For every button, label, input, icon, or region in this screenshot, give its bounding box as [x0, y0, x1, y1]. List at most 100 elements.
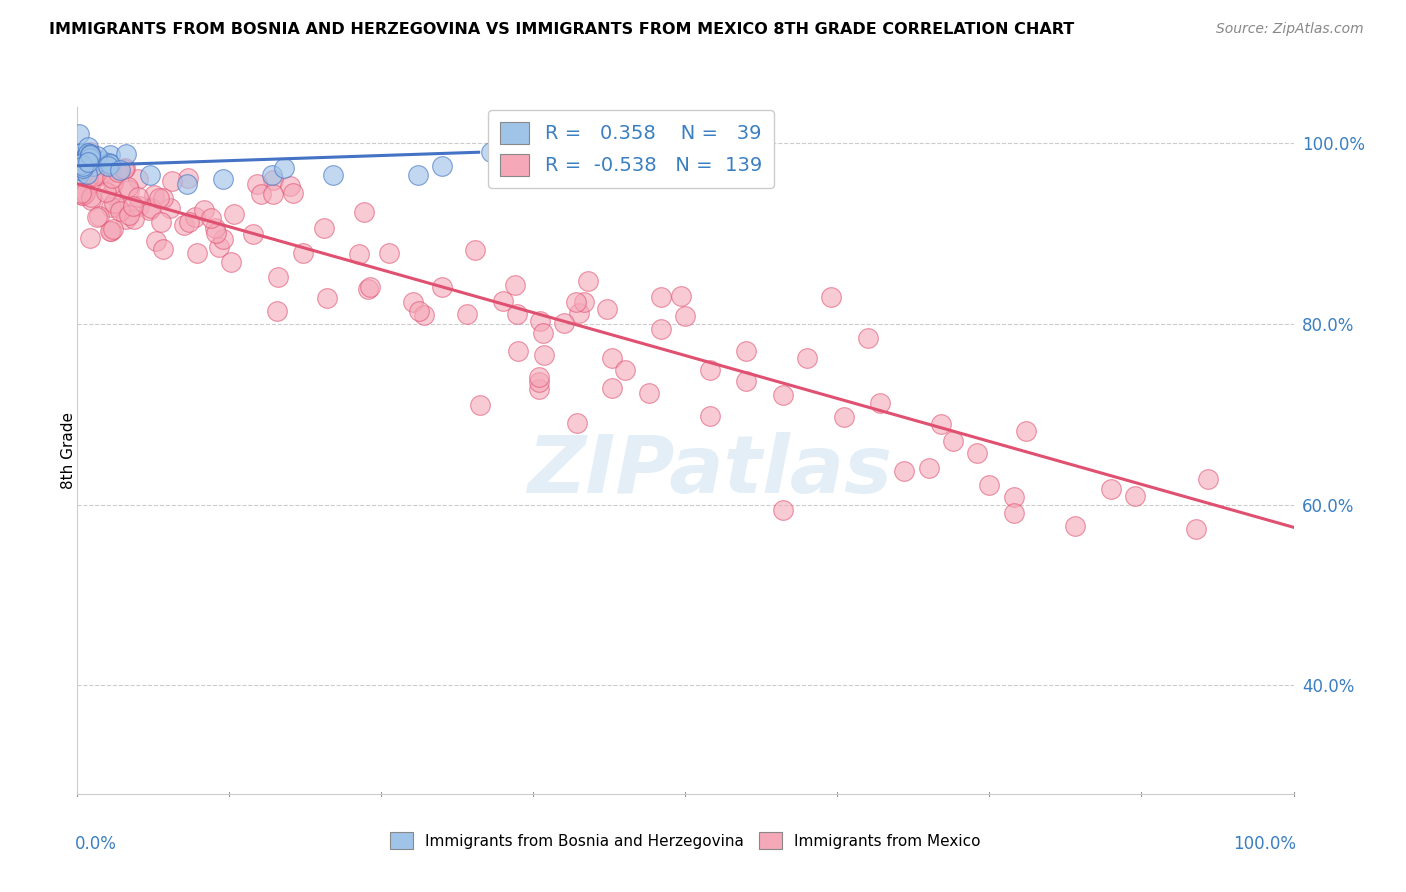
- Point: [148, 191, 170, 205]
- Point: [531, 326, 554, 341]
- Point: [533, 348, 555, 362]
- Point: [193, 203, 215, 218]
- Point: [87, 158, 110, 172]
- Point: [115, 147, 138, 161]
- Point: [75, 153, 97, 168]
- Text: ZIPatlas: ZIPatlas: [527, 432, 893, 510]
- Point: [76, 145, 98, 160]
- Point: [412, 308, 434, 322]
- Point: [893, 464, 915, 478]
- Point: [401, 294, 423, 309]
- Point: [73, 186, 96, 200]
- Point: [79, 231, 101, 245]
- Point: [966, 446, 988, 460]
- Point: [208, 240, 231, 254]
- Point: [159, 201, 181, 215]
- Point: [602, 381, 624, 395]
- Point: [101, 170, 124, 185]
- Point: [97, 159, 120, 173]
- Point: [70, 186, 93, 201]
- Point: [267, 270, 290, 285]
- Point: [508, 344, 530, 359]
- Point: [89, 168, 111, 182]
- Point: [470, 398, 492, 412]
- Point: [103, 196, 125, 211]
- Point: [100, 165, 122, 179]
- Point: [141, 201, 163, 215]
- Point: [112, 162, 135, 177]
- Point: [212, 172, 235, 186]
- Point: [1063, 518, 1085, 533]
- Point: [856, 331, 879, 345]
- Point: [91, 153, 114, 168]
- Point: [186, 246, 208, 260]
- Point: [503, 278, 526, 293]
- Point: [76, 140, 98, 154]
- Point: [79, 145, 101, 159]
- Point: [79, 147, 101, 161]
- Point: [576, 274, 599, 288]
- Point: [145, 235, 167, 249]
- Point: [160, 174, 183, 188]
- Point: [77, 169, 100, 184]
- Point: [176, 177, 198, 191]
- Point: [316, 291, 339, 305]
- Point: [173, 218, 195, 232]
- Point: [72, 161, 94, 175]
- Point: [359, 279, 381, 293]
- Point: [456, 307, 478, 321]
- Point: [86, 149, 108, 163]
- Point: [101, 176, 124, 190]
- Point: [127, 190, 149, 204]
- Point: [142, 188, 165, 202]
- Point: [553, 316, 575, 330]
- Point: [139, 168, 162, 182]
- Point: [127, 172, 149, 186]
- Point: [98, 157, 121, 171]
- Point: [108, 203, 131, 218]
- Point: [98, 155, 121, 169]
- Point: [107, 165, 129, 179]
- Point: [600, 351, 623, 366]
- Point: [117, 183, 139, 197]
- Point: [529, 382, 551, 396]
- Point: [464, 244, 486, 258]
- Point: [675, 309, 697, 323]
- Point: [1125, 488, 1147, 502]
- Text: Source: ZipAtlas.com: Source: ZipAtlas.com: [1216, 22, 1364, 37]
- Point: [152, 242, 174, 256]
- Point: [669, 289, 692, 303]
- Point: [184, 211, 207, 225]
- Point: [70, 146, 93, 161]
- Point: [650, 322, 672, 336]
- Point: [67, 167, 90, 181]
- Point: [1197, 472, 1219, 486]
- Point: [353, 205, 375, 219]
- Point: [72, 159, 94, 173]
- Point: [100, 187, 122, 202]
- Text: 0.0%: 0.0%: [75, 835, 117, 853]
- Point: [83, 169, 105, 183]
- Point: [82, 159, 104, 173]
- Point: [138, 203, 160, 218]
- Point: [283, 186, 305, 201]
- Point: [1002, 490, 1025, 504]
- Point: [918, 461, 941, 475]
- Point: [506, 306, 529, 320]
- Point: [832, 409, 855, 424]
- Point: [869, 395, 891, 409]
- Point: [122, 211, 145, 226]
- Point: [128, 199, 150, 213]
- Point: [1185, 522, 1208, 536]
- Point: [76, 167, 98, 181]
- Point: [222, 206, 245, 220]
- Point: [77, 155, 100, 169]
- Point: [179, 214, 201, 228]
- Text: 100.0%: 100.0%: [1233, 835, 1296, 853]
- Y-axis label: 8th Grade: 8th Grade: [62, 412, 76, 489]
- Point: [357, 283, 380, 297]
- Point: [1002, 506, 1025, 520]
- Point: [312, 221, 335, 235]
- Point: [430, 159, 453, 173]
- Point: [152, 191, 174, 205]
